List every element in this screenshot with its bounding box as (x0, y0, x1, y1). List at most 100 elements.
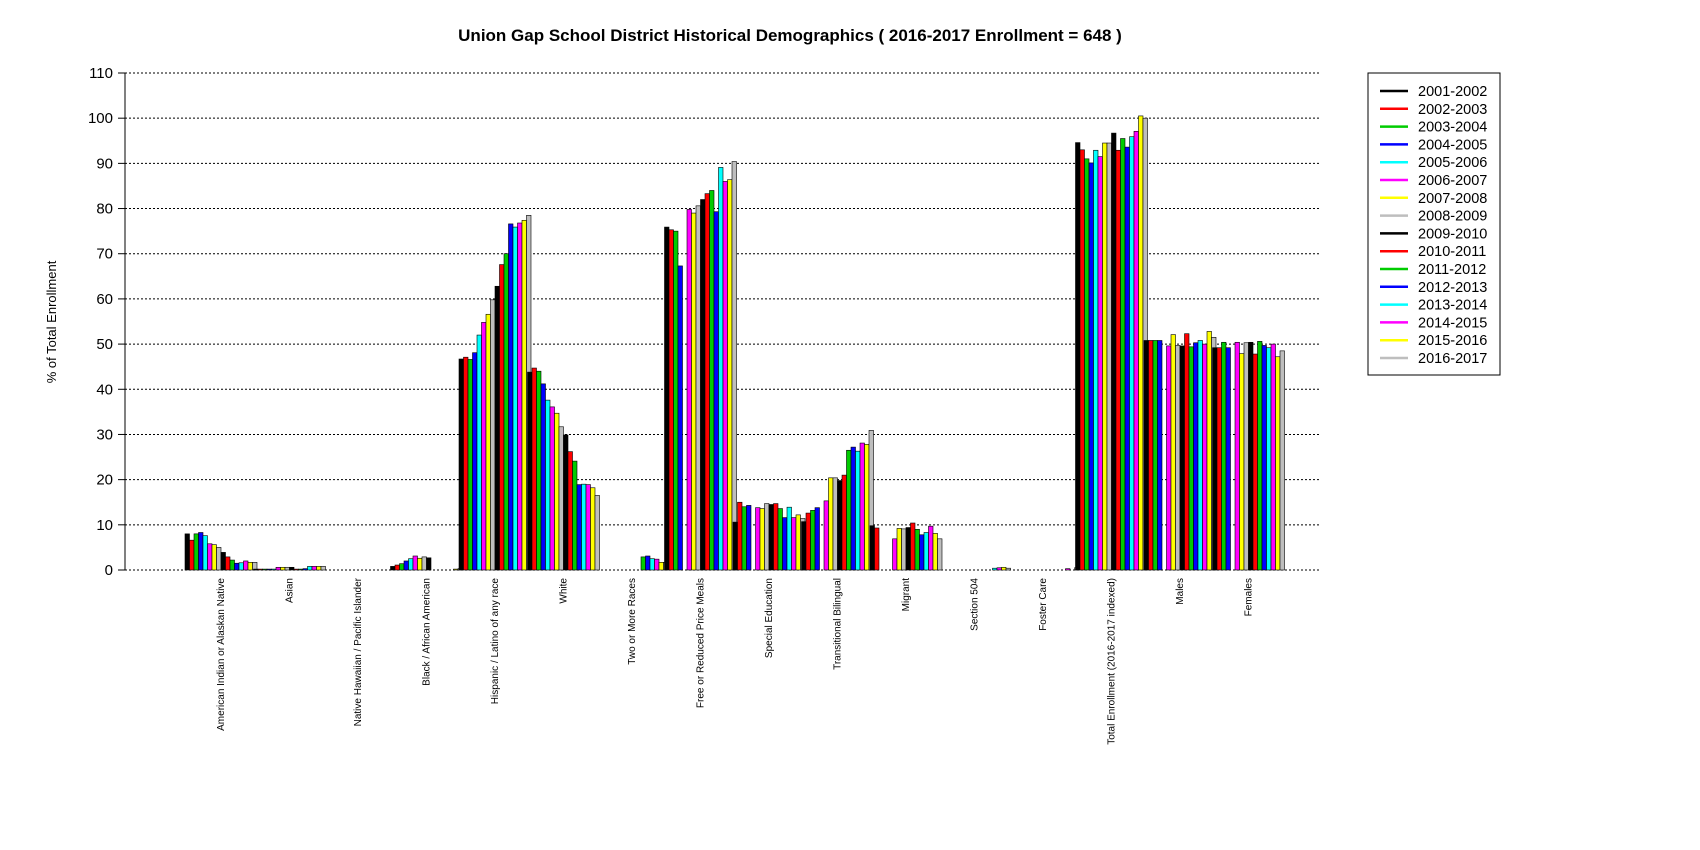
bar-2007-2008-8 (759, 508, 765, 571)
bar-2008-2009-4 (490, 299, 496, 571)
bar-2014-2015-4 (517, 222, 523, 571)
bar-2002-2003-0 (189, 539, 195, 571)
bar-2008-2009-1 (284, 566, 290, 571)
bar-2006-2007-15 (1234, 341, 1240, 571)
bar-2009-2010-5 (563, 434, 569, 571)
bar-2015-2016-0 (247, 562, 253, 571)
bar-2013-2014-14 (1197, 340, 1203, 571)
bar-2013-2014-1 (307, 566, 313, 571)
bar-2010-2011-15 (1252, 353, 1258, 571)
bar-2014-2015-12 (1065, 568, 1071, 571)
bar-2003-2004-4 (467, 359, 473, 571)
bar-2014-2015-0 (243, 560, 249, 571)
bar-2014-2015-11 (996, 567, 1002, 571)
bar-2004-2005-1 (266, 568, 272, 571)
bar-2014-2015-6 (654, 558, 660, 571)
bar-2009-2010-3 (426, 557, 432, 571)
legend-label: 2007-2008 (1418, 191, 1487, 207)
bar-2002-2003-5 (531, 367, 537, 571)
bar-2004-2005-13 (1088, 162, 1094, 571)
bar-2005-2006-4 (476, 334, 482, 571)
bar-2001-2002-10 (869, 525, 875, 571)
bar-2012-2013-0 (234, 562, 240, 571)
bar-2001-2002-13 (1075, 142, 1081, 571)
bar-2007-2008-3 (417, 557, 423, 571)
bar-2015-2016-14 (1206, 331, 1212, 571)
legend-label: 2014-2015 (1418, 315, 1487, 331)
bar-2007-2008-9 (828, 477, 834, 571)
bar-2014-2015-15 (1270, 343, 1276, 571)
bar-2003-2004-9 (810, 510, 816, 571)
category-label: Males (1175, 578, 1186, 605)
bar-2012-2013-10 (919, 534, 925, 571)
bar-2001-2002-7 (664, 226, 670, 571)
bar-2008-2009-7 (695, 205, 701, 571)
bar-2016-2017-15 (1279, 350, 1285, 571)
category-label: American Indian or Alaskan Native (216, 578, 227, 731)
category-label: Transitional Bilingual (833, 578, 844, 670)
bar-2009-2010-7 (700, 199, 706, 571)
bar-2007-2008-7 (691, 212, 697, 571)
bar-2015-2016-9 (864, 444, 870, 571)
bar-2004-2005-5 (540, 383, 546, 571)
bar-2005-2006-5 (545, 399, 551, 571)
legend-label: 2016-2017 (1418, 351, 1487, 367)
bar-2002-2003-10 (874, 527, 880, 571)
bar-2010-2011-13 (1115, 149, 1121, 571)
bar-2010-2011-8 (773, 503, 779, 571)
bar-2012-2013-5 (576, 484, 582, 571)
bar-2011-2012-0 (229, 559, 235, 571)
bar-2008-2009-13 (1106, 142, 1112, 571)
bar-2013-2014-15 (1266, 347, 1272, 571)
bar-2008-2009-14 (1175, 345, 1181, 571)
bar-2007-2008-1 (280, 566, 286, 571)
category-label: Hispanic / Latino of any race (490, 578, 501, 705)
y-tick-label: 50 (96, 336, 113, 353)
legend-label: 2008-2009 (1418, 209, 1487, 225)
legend-box (1367, 72, 1501, 376)
bar-2008-2009-8 (764, 503, 770, 571)
bar-2005-2006-3 (408, 558, 414, 571)
category-label: White (559, 578, 570, 604)
y-tick-label: 0 (105, 562, 113, 579)
bar-2010-2011-4 (499, 264, 505, 571)
bar-2013-2014-4 (512, 226, 518, 571)
legend-label: 2004-2005 (1418, 137, 1487, 153)
bar-2014-2015-7 (722, 181, 728, 571)
bar-2007-2008-5 (554, 412, 560, 571)
y-axis-label: % of Total Enrollment (44, 260, 59, 383)
category-label: Native Hawaiian / Pacific Islander (353, 577, 364, 726)
bar-2013-2014-7 (718, 167, 724, 571)
category-label: Section 504 (970, 578, 981, 631)
legend-label: 2001-2002 (1418, 84, 1487, 100)
bar-2011-2012-1 (298, 568, 304, 571)
bar-2011-2012-6 (640, 556, 646, 571)
y-tick-label: 90 (96, 155, 113, 172)
category-label: Migrant (901, 578, 912, 612)
bar-2003-2004-15 (1221, 341, 1227, 571)
bar-2012-2013-14 (1193, 342, 1199, 571)
bar-2001-2002-5 (527, 371, 533, 571)
bar-2003-2004-14 (1152, 340, 1158, 571)
y-tick-label: 40 (96, 381, 113, 398)
bar-2009-2010-15 (1248, 341, 1254, 571)
bar-2011-2012-9 (846, 449, 852, 571)
bar-2007-2008-4 (485, 313, 491, 571)
bar-2011-2012-13 (1120, 138, 1126, 571)
legend-label: 2003-2004 (1418, 120, 1487, 136)
category-label: Females (1244, 578, 1255, 616)
bar-2013-2014-0 (238, 562, 244, 571)
bar-2011-2012-5 (572, 460, 578, 571)
category-label: Two or More Races (627, 578, 638, 665)
bar-2003-2004-7 (673, 230, 679, 571)
bar-2008-2009-0 (216, 547, 222, 571)
bar-2011-2012-4 (503, 253, 509, 571)
bar-2010-2011-7 (704, 193, 710, 571)
bar-2014-2015-8 (791, 517, 797, 571)
y-tick-label: 60 (96, 291, 113, 308)
bar-2012-2013-9 (850, 446, 856, 571)
bar-2002-2003-9 (805, 512, 811, 571)
bar-2007-2008-10 (896, 528, 902, 571)
bar-2015-2016-11 (1001, 566, 1007, 571)
bar-2003-2004-0 (193, 533, 199, 571)
